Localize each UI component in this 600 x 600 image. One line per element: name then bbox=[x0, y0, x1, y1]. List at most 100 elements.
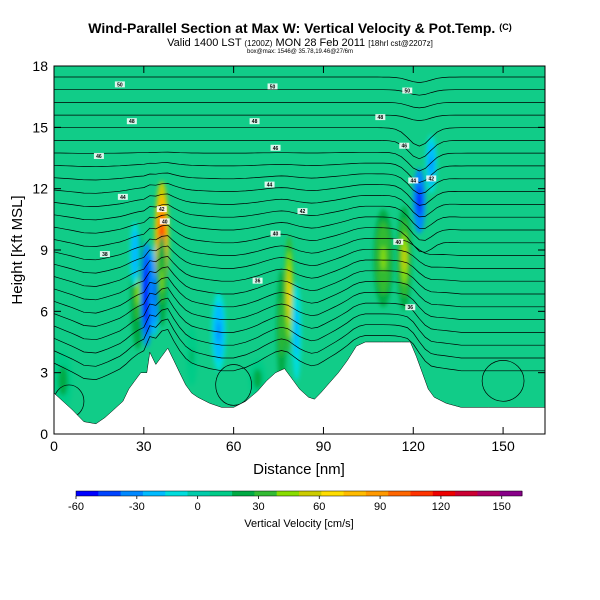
contour-label-bg bbox=[114, 81, 125, 88]
contour-label: 46 bbox=[273, 146, 279, 152]
colorbar-tick-label: 90 bbox=[374, 501, 386, 513]
theta-contour bbox=[54, 89, 545, 96]
y-tick-label: 9 bbox=[40, 242, 48, 258]
colorbar-segment bbox=[455, 491, 478, 496]
contour-label: 48 bbox=[129, 119, 135, 125]
theta-contour bbox=[54, 328, 545, 380]
contour-label: 44 bbox=[120, 195, 126, 201]
valid-date: MON 28 Feb 2011 bbox=[275, 37, 366, 49]
contour-label: 40 bbox=[273, 232, 279, 238]
contour-label-bg bbox=[126, 118, 137, 125]
velocity-cell bbox=[402, 245, 407, 272]
theta-contour bbox=[54, 127, 545, 147]
y-tick-label: 0 bbox=[40, 426, 48, 442]
contour-label: 44 bbox=[267, 183, 273, 189]
colorbar-segment bbox=[76, 491, 99, 496]
y-tick-label: 6 bbox=[40, 303, 48, 319]
contour-label-bg bbox=[117, 193, 128, 200]
theta-contour bbox=[54, 151, 545, 172]
contour-label: 48 bbox=[252, 119, 258, 125]
theta-contour bbox=[54, 76, 545, 83]
velocity-cell bbox=[153, 279, 156, 303]
colorbar-segment bbox=[120, 491, 144, 496]
colorbar-tick-label: 60 bbox=[313, 501, 325, 513]
theta-contour bbox=[54, 297, 545, 341]
copyright-mark: (C) bbox=[499, 22, 512, 32]
colorbar-tick-label: -30 bbox=[129, 501, 145, 513]
colorbar-segment bbox=[187, 491, 211, 496]
velocity-cell bbox=[60, 373, 66, 389]
theta-contours bbox=[54, 76, 545, 418]
theta-contour bbox=[54, 162, 545, 183]
colorbar-label: Vertical Velocity [cm/s] bbox=[244, 518, 353, 530]
chart-title-text: Wind-Parallel Section at Max W: Vertical… bbox=[88, 20, 496, 36]
colorbar-segment bbox=[432, 491, 456, 496]
contour-label-bg bbox=[93, 152, 104, 159]
contour-label-bg bbox=[399, 142, 410, 149]
x-tick-label: 90 bbox=[316, 438, 332, 454]
velocity-cell bbox=[160, 269, 164, 293]
contour-label-bg bbox=[264, 181, 275, 188]
colorbar-segment bbox=[232, 491, 255, 496]
contour-label: 36 bbox=[407, 305, 413, 311]
colorbar: -60 -30 0 30 60 90 120 150 bbox=[68, 490, 523, 513]
theta-contour bbox=[481, 360, 525, 402]
contour-label-bg bbox=[99, 251, 110, 258]
theta-contour bbox=[54, 256, 545, 287]
endpoints-line: box@max: 1546@ 35.78,19.46@27/6m bbox=[246, 49, 353, 55]
theta-contour bbox=[54, 276, 545, 314]
contour-label: 50 bbox=[404, 89, 410, 95]
x-tick-label: 0 bbox=[50, 438, 58, 454]
contour-label-bg bbox=[297, 208, 308, 215]
contour-labels: 50 50 50 48 48 48 46 46 46 44 44 44 42 42 42 40 40 40 38 36… bbox=[93, 81, 437, 311]
theta-contour bbox=[54, 172, 545, 195]
x-tick-label: 120 bbox=[402, 438, 426, 454]
velocity-cell bbox=[133, 245, 137, 263]
contour-label: 40 bbox=[162, 219, 168, 225]
colorbar-segment bbox=[165, 491, 188, 496]
colorbar-segment bbox=[209, 491, 233, 496]
colorbar-segment bbox=[254, 491, 278, 496]
colorbar-frame bbox=[75, 490, 523, 497]
colorbar-segment bbox=[276, 491, 300, 496]
contour-label-bg bbox=[393, 238, 404, 245]
x-tick-label: 60 bbox=[226, 438, 242, 454]
colorbar-segment bbox=[142, 491, 166, 496]
y-tick-label: 3 bbox=[40, 365, 48, 381]
x-axis-label: Distance [nm] bbox=[253, 461, 345, 478]
colorbar-tick-label: 30 bbox=[252, 501, 264, 513]
theta-contour bbox=[54, 140, 545, 160]
velocity-cell bbox=[417, 192, 421, 210]
contour-label-bg bbox=[252, 277, 263, 284]
colorbar-segment bbox=[388, 491, 411, 496]
theta-contour bbox=[54, 318, 545, 367]
colorbar-segment bbox=[477, 491, 501, 496]
contour-label: 50 bbox=[270, 84, 276, 90]
contour-label-bg bbox=[405, 304, 416, 311]
theta-contour bbox=[215, 364, 252, 406]
contour-label-bg bbox=[267, 83, 278, 90]
contour-label: 38 bbox=[102, 252, 108, 258]
velocity-cell bbox=[255, 373, 260, 384]
contour-label: 48 bbox=[378, 115, 384, 121]
contour-label: 42 bbox=[428, 176, 434, 182]
colorbar-segment bbox=[321, 491, 345, 496]
velocity-cell bbox=[429, 156, 433, 172]
theta-contour bbox=[54, 224, 545, 253]
contour-label-bg bbox=[156, 206, 167, 213]
valid-main: Valid 1400 LST bbox=[167, 37, 242, 49]
valid-init: (1200Z) bbox=[244, 39, 273, 48]
contour-label: 40 bbox=[396, 240, 402, 246]
velocity-cell bbox=[190, 348, 194, 364]
chart-title: Wind-Parallel Section at Max W: Vertical… bbox=[0, 20, 600, 36]
colorbar-tick-label: 150 bbox=[493, 501, 511, 513]
contour-label-bg bbox=[402, 87, 413, 94]
contour-label: 50 bbox=[117, 82, 123, 88]
theta-contour bbox=[54, 183, 545, 206]
y-axis-label: Height [Kft MSL] bbox=[9, 195, 26, 304]
colorbar-tick-label: 0 bbox=[195, 501, 201, 513]
contour-label-bg bbox=[270, 144, 281, 151]
plot-area: 50 50 50 48 48 48 46 46 46 44 44 44 42 42 42 40 40 40 38 36… bbox=[54, 66, 545, 434]
